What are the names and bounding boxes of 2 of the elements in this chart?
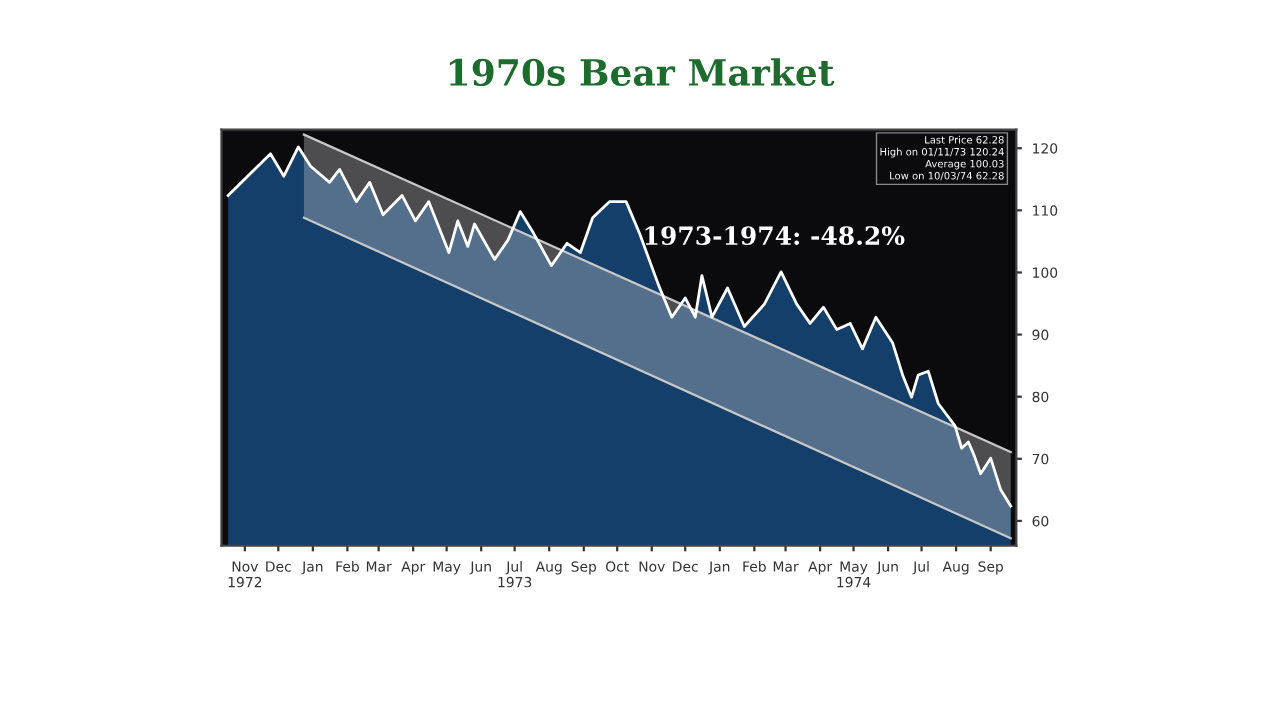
annotation: 1973-1974: -48.2% [645,226,905,246]
chart-title: 1970s Bear Market [449,58,835,87]
